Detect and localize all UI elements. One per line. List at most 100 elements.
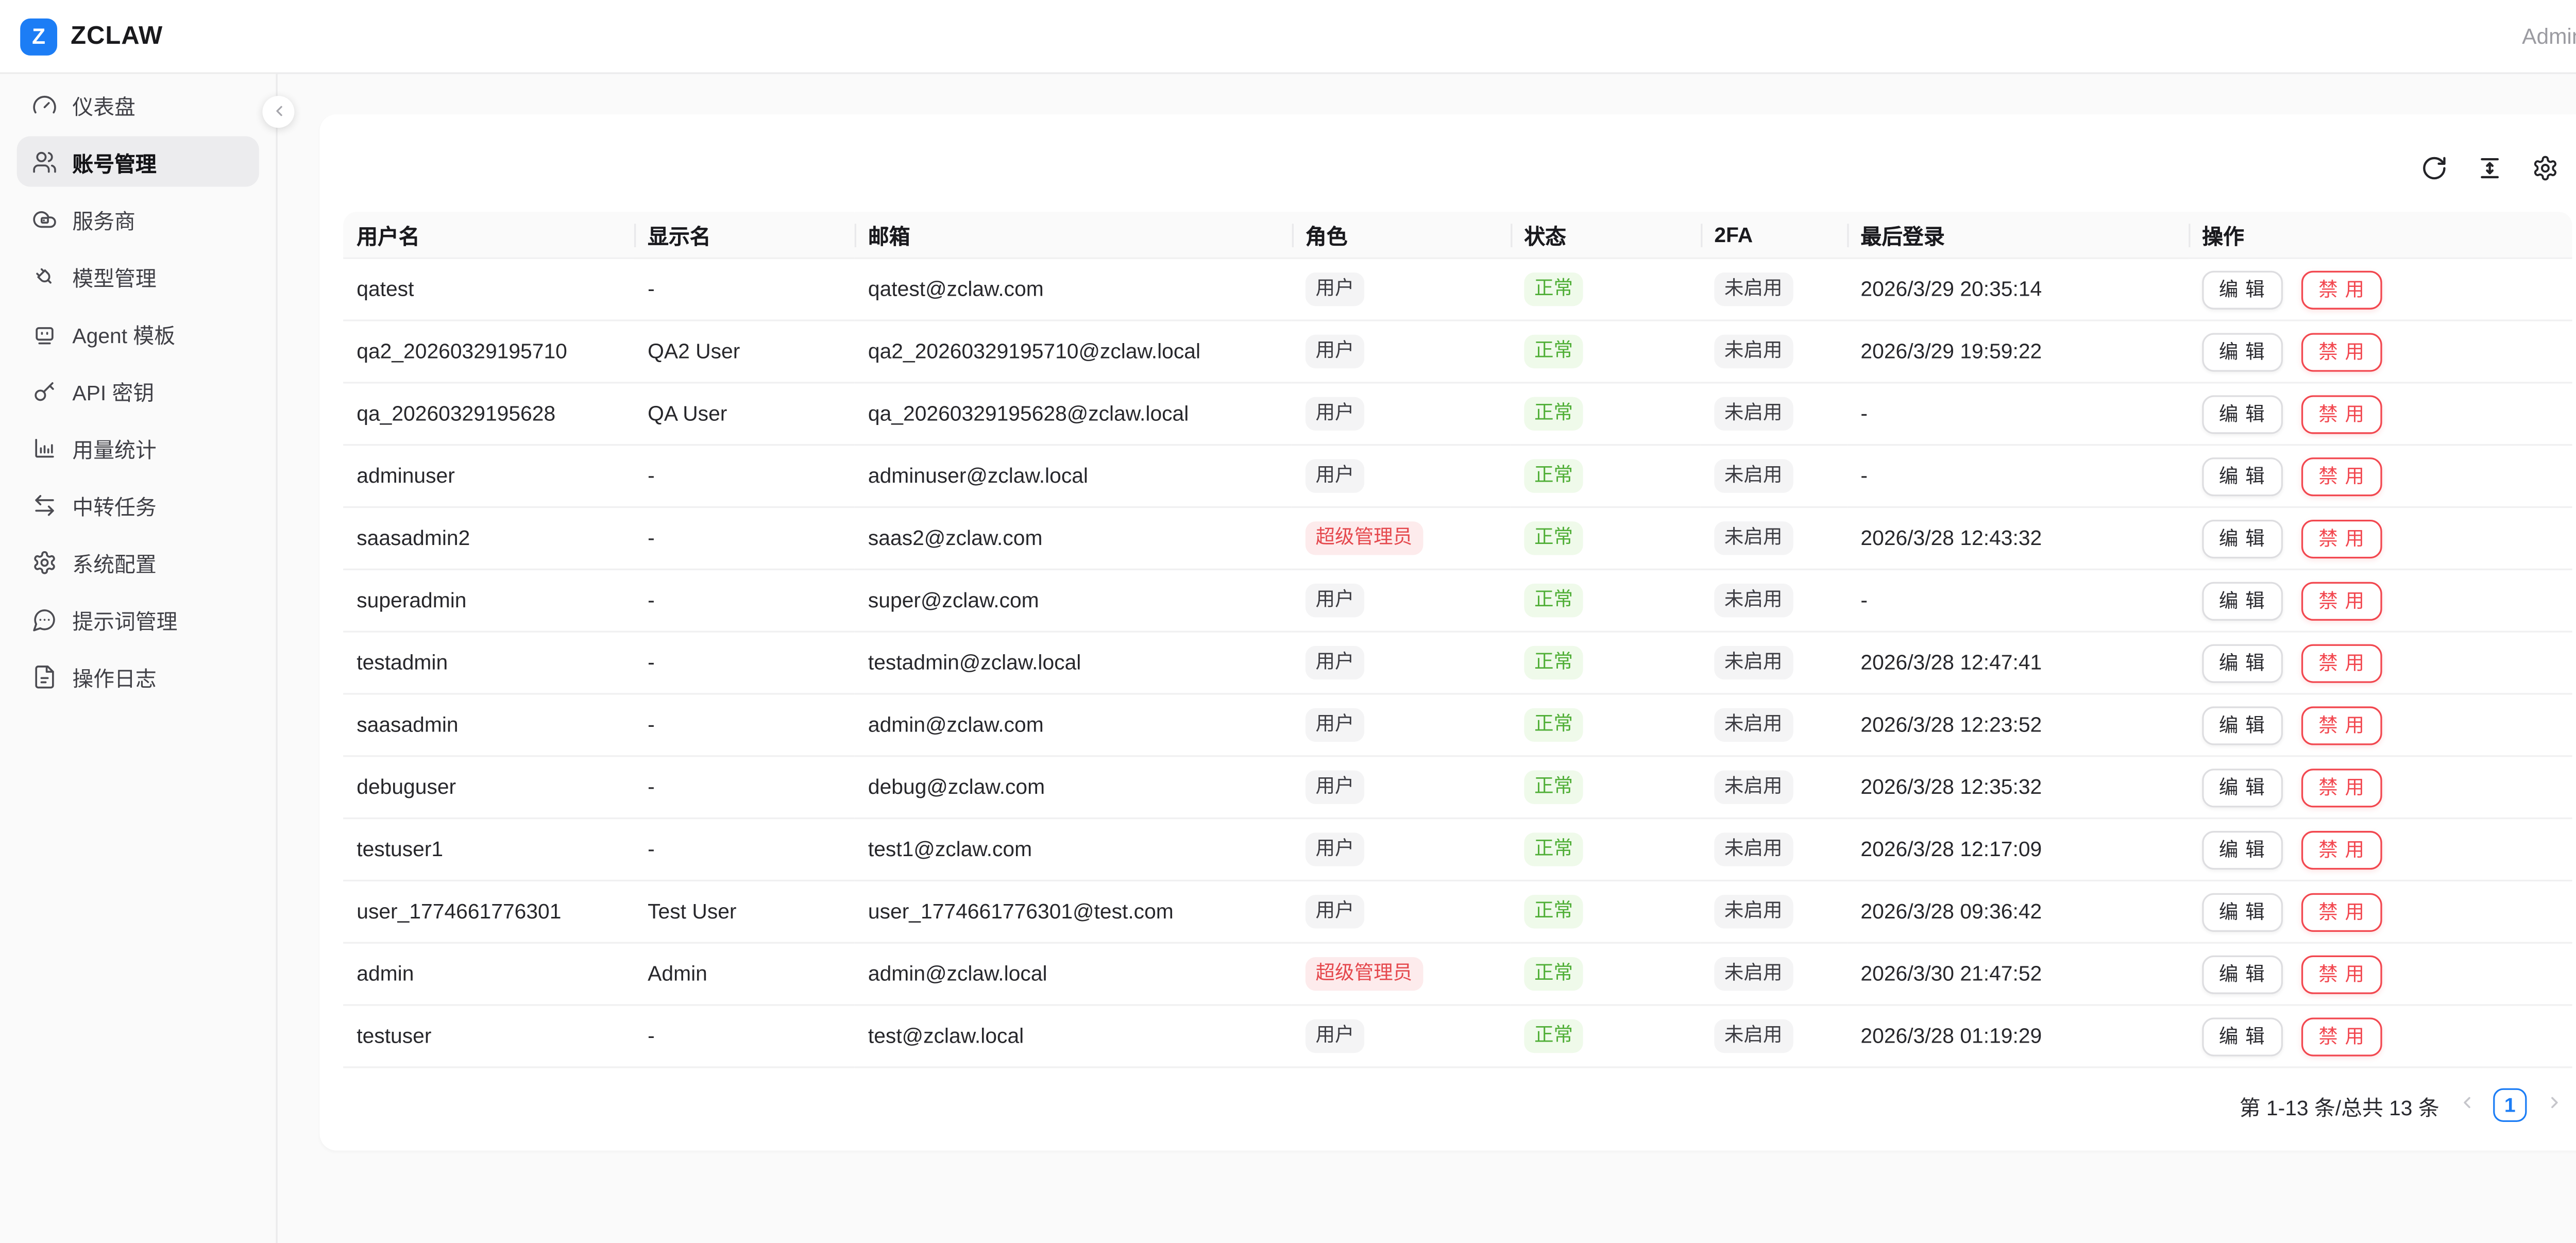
disable-button[interactable]: 禁 用	[2301, 581, 2382, 620]
status-badge: 正常	[1524, 272, 1583, 307]
message-dots-icon	[32, 606, 57, 632]
cell-status: 正常	[1511, 508, 1701, 570]
cell-displayname: -	[634, 259, 855, 321]
pagination-next-button[interactable]	[2538, 1090, 2569, 1120]
sidebar-item-usage-stats[interactable]: 用量统计	[17, 422, 259, 473]
cell-role: 用户	[1292, 321, 1511, 384]
cell-last-login: 2026/3/30 21:47:52	[1847, 944, 2189, 1006]
cloud-server-icon	[32, 206, 57, 231]
sidebar-item-prompts[interactable]: 提示词管理	[17, 594, 259, 644]
pagination-page-1[interactable]: 1	[2493, 1088, 2527, 1122]
cell-displayname: -	[634, 633, 855, 695]
sidebar-item-accounts[interactable]: 账号管理	[16, 136, 259, 187]
cell-role: 用户	[1292, 383, 1511, 446]
cell-role: 用户	[1292, 881, 1511, 944]
cell-email: test1@zclaw.com	[854, 819, 1292, 882]
edit-button[interactable]: 编 辑	[2202, 394, 2283, 433]
users-icon	[32, 149, 57, 174]
sidebar-collapse-button[interactable]	[262, 96, 295, 128]
sidebar-item-dashboard[interactable]: 仪表盘	[17, 79, 259, 129]
cell-email: admin@zclaw.com	[854, 695, 1292, 757]
user-menu[interactable]: Admin	[2522, 23, 2576, 49]
sidebar-item-models[interactable]: 模型管理	[17, 251, 259, 301]
sidebar-item-agent-templates[interactable]: Agent 模板	[17, 308, 259, 359]
sidebar-item-operation-logs[interactable]: 操作日志	[17, 651, 259, 702]
disable-button[interactable]: 禁 用	[2301, 519, 2382, 558]
cell-email: adminuser@zclaw.local	[854, 446, 1292, 508]
disable-button[interactable]: 禁 用	[2301, 892, 2382, 931]
sidebar-item-relay-tasks[interactable]: 中转任务	[17, 480, 259, 530]
edit-button[interactable]: 编 辑	[2202, 332, 2283, 371]
edit-button[interactable]: 编 辑	[2202, 519, 2283, 558]
edit-button[interactable]: 编 辑	[2202, 768, 2283, 807]
role-badge: 超级管理员	[1305, 521, 1422, 555]
key-icon	[32, 378, 57, 403]
sidebar-item-providers[interactable]: 服务商	[17, 194, 259, 244]
gear-icon	[32, 549, 57, 574]
disable-button[interactable]: 禁 用	[2301, 270, 2382, 309]
cell-status: 正常	[1511, 633, 1701, 695]
cell-username: superadmin	[343, 570, 635, 633]
column-height-icon[interactable]	[2477, 155, 2503, 181]
edit-button[interactable]: 编 辑	[2202, 1016, 2283, 1055]
edit-button[interactable]: 编 辑	[2202, 830, 2283, 869]
status-badge: 正常	[1524, 645, 1583, 680]
chevron-right-icon	[2545, 1093, 2563, 1117]
disable-button[interactable]: 禁 用	[2301, 955, 2382, 994]
cell-displayname: -	[634, 570, 855, 633]
twofa-badge: 未启用	[1714, 272, 1793, 307]
table-row: saasadmin - admin@zclaw.com 用户 正常 未启用 20…	[343, 695, 2572, 757]
cell-email: debug@zclaw.com	[854, 757, 1292, 820]
cell-status: 正常	[1511, 881, 1701, 944]
cell-displayname: Test User	[634, 881, 855, 944]
role-badge: 用户	[1305, 397, 1365, 431]
cell-email: qa_20260329195628@zclaw.local	[854, 383, 1292, 446]
edit-button[interactable]: 编 辑	[2202, 705, 2283, 744]
pagination-prev-button[interactable]	[2451, 1090, 2482, 1120]
disable-button[interactable]: 禁 用	[2301, 1016, 2382, 1055]
status-badge: 正常	[1524, 397, 1583, 431]
cell-username: saasadmin	[343, 695, 635, 757]
role-badge: 用户	[1305, 832, 1365, 866]
cell-status: 正常	[1511, 321, 1701, 384]
disable-button[interactable]: 禁 用	[2301, 768, 2382, 807]
cell-last-login: 2026/3/28 09:36:42	[1847, 881, 2189, 944]
settings-icon[interactable]	[2532, 155, 2558, 181]
refresh-icon[interactable]	[2421, 155, 2448, 181]
status-badge: 正常	[1524, 957, 1583, 991]
cell-username: user_1774661776301	[343, 881, 635, 944]
pagination-summary: 第 1-13 条/总共 13 条	[2239, 1096, 2439, 1120]
disable-button[interactable]: 禁 用	[2301, 332, 2382, 371]
cell-status: 正常	[1511, 757, 1701, 820]
sidebar-item-system-config[interactable]: 系统配置	[17, 537, 259, 587]
pagination: 第 1-13 条/总共 13 条 1	[343, 1068, 2572, 1122]
col-header-role: 角色	[1292, 212, 1511, 259]
cell-actions: 编 辑 禁 用	[2189, 508, 2572, 570]
edit-button[interactable]: 编 辑	[2202, 581, 2283, 620]
sidebar-item-api-keys[interactable]: API 密钥	[17, 365, 259, 416]
col-header-email: 邮箱	[854, 212, 1292, 259]
cell-username: testuser	[343, 1006, 635, 1068]
twofa-badge: 未启用	[1714, 1019, 1793, 1053]
role-badge: 用户	[1305, 272, 1365, 307]
table-row: admin Admin admin@zclaw.local 超级管理员 正常 未…	[343, 944, 2572, 1006]
disable-button[interactable]: 禁 用	[2301, 705, 2382, 744]
table-row: testuser - test@zclaw.local 用户 正常 未启用 20…	[343, 1006, 2572, 1068]
cell-actions: 编 辑 禁 用	[2189, 881, 2572, 944]
gauge-icon	[32, 92, 57, 117]
disable-button[interactable]: 禁 用	[2301, 456, 2382, 496]
shell: 仪表盘 账号管理 服务商 模型管理 Agent 模板 API 密钥 用量统计 中…	[0, 74, 2576, 1243]
disable-button[interactable]: 禁 用	[2301, 394, 2382, 433]
edit-button[interactable]: 编 辑	[2202, 456, 2283, 496]
edit-button[interactable]: 编 辑	[2202, 643, 2283, 683]
edit-button[interactable]: 编 辑	[2202, 892, 2283, 931]
disable-button[interactable]: 禁 用	[2301, 643, 2382, 683]
edit-button[interactable]: 编 辑	[2202, 955, 2283, 994]
cell-username: qatest	[343, 259, 635, 321]
edit-button[interactable]: 编 辑	[2202, 270, 2283, 309]
disable-button[interactable]: 禁 用	[2301, 830, 2382, 869]
cell-username: qa_20260329195628	[343, 383, 635, 446]
cell-status: 正常	[1511, 259, 1701, 321]
sidebar-nav: 仪表盘 账号管理 服务商 模型管理 Agent 模板 API 密钥 用量统计 中…	[0, 74, 278, 1243]
